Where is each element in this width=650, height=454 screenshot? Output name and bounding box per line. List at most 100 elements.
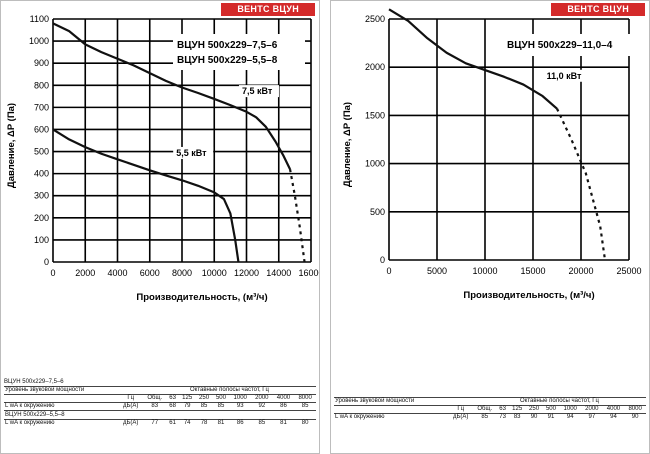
- col-header: 500: [215, 395, 226, 401]
- series-label: 5,5 кВт: [176, 148, 207, 158]
- series-line-dashed: [288, 169, 306, 263]
- table-cell: 93: [236, 403, 244, 409]
- y-tick-label: 500: [34, 147, 49, 157]
- table-cell: 92: [258, 403, 266, 409]
- y-tick-label: 900: [34, 58, 49, 68]
- col-header: 63: [169, 395, 176, 401]
- y-tick-label: 2000: [365, 62, 385, 72]
- y-axis-label: Давление, ΔP (Па): [342, 102, 353, 187]
- col-header: Общ.: [147, 395, 163, 401]
- y-tick-label: 500: [370, 207, 385, 217]
- table-cell: 68: [169, 403, 176, 409]
- y-tick-label: 700: [34, 102, 49, 112]
- table-cell: 86: [280, 403, 287, 409]
- table-cell: 83: [151, 403, 159, 409]
- legend-entry: ВЦУН 500х229–5,5–8: [177, 55, 278, 66]
- y-tick-label: 1100: [30, 14, 49, 24]
- col-header: 63: [499, 406, 506, 412]
- x-tick-label: 12000: [234, 268, 259, 278]
- table-cell: 85: [301, 403, 309, 409]
- y-tick-label: 800: [34, 80, 49, 90]
- table-cell: 81: [217, 420, 225, 426]
- x-tick-label: 20000: [568, 266, 593, 276]
- table-cell: 91: [547, 414, 555, 420]
- table-h2: Октавные полосы частот, Гц: [519, 398, 599, 404]
- table-cell: 85: [481, 414, 489, 420]
- col-header: 8000: [628, 406, 642, 412]
- legend-background: [173, 34, 305, 70]
- unit: дБ(А): [452, 414, 469, 420]
- table-cell: 78: [200, 420, 208, 426]
- x-tick-label: 4000: [107, 268, 127, 278]
- row-label: L wA к окружению: [335, 414, 385, 420]
- series-label-background: [543, 69, 584, 82]
- y-tick-label: 2500: [365, 14, 385, 24]
- col-header: 125: [512, 406, 523, 412]
- table-cell: 90: [530, 414, 538, 420]
- table-title: ВЦУН 500х229–7,5–6: [4, 379, 64, 385]
- legend-background: [503, 34, 635, 56]
- series-label-background: [238, 85, 279, 98]
- x-axis-label: Производительность, (м³/ч): [136, 292, 267, 303]
- col-header: 125: [182, 395, 193, 401]
- col-header: 250: [529, 406, 540, 412]
- table-cell: 81: [280, 420, 287, 426]
- sound-table-right: Уровень звуковой мощности Октавные полос…: [334, 397, 646, 421]
- col-header: 8000: [298, 395, 312, 401]
- x-axis-label: Производительность, (м³/ч): [463, 290, 594, 301]
- chart-panel-left: ВЕНТС ВЦУН 0 100 200 300 400 500 600 700 800 900 1…: [0, 0, 320, 454]
- y-tick-label: 1500: [365, 110, 385, 120]
- col-header: 250: [199, 395, 210, 401]
- brand-badge: ВЕНТС ВЦУН: [551, 3, 645, 16]
- col-header: 2000: [255, 395, 269, 401]
- table-cell: 85: [200, 403, 208, 409]
- legend-entry: ВЦУН 500х229–11,0–4: [507, 40, 613, 51]
- row-label: L wA к окружению: [5, 420, 55, 426]
- series-label-background: [173, 146, 214, 159]
- table-cell: 74: [183, 420, 191, 426]
- table-h2: Октавные полосы частот, Гц: [189, 387, 269, 393]
- x-tick-label: 6000: [140, 268, 160, 278]
- row-label: L wA к окружению: [5, 403, 55, 409]
- table-cell: 86: [236, 420, 244, 426]
- table-cell: 94: [566, 414, 574, 420]
- table-h3: Гц: [457, 406, 465, 412]
- x-tick-label: 10000: [472, 266, 497, 276]
- y-tick-label: 300: [34, 191, 49, 201]
- unit: дБ(А): [122, 403, 139, 409]
- table-cell: 85: [258, 420, 266, 426]
- y-tick-label: 200: [34, 213, 49, 223]
- col-header: Общ.: [477, 406, 493, 412]
- x-tick-label: 10000: [202, 268, 227, 278]
- x-tick-label: 5000: [427, 266, 447, 276]
- y-tick-label: 600: [34, 124, 49, 134]
- table-cell: 85: [217, 403, 225, 409]
- series-label: 11,0 кВт: [547, 71, 582, 81]
- table-cell: 73: [499, 414, 506, 420]
- table-h3: Гц: [127, 395, 135, 401]
- series-line-dashed: [556, 108, 607, 261]
- col-header: 500: [545, 406, 556, 412]
- table-cell: 79: [183, 403, 191, 409]
- table-h1: Уровень звуковой мощности: [5, 387, 85, 393]
- x-tick-label: 16000: [298, 268, 319, 278]
- table-cell: 83: [513, 414, 521, 420]
- col-header: 4000: [606, 406, 621, 412]
- table-cell: 80: [301, 420, 309, 426]
- y-tick-label: 1000: [29, 36, 49, 46]
- col-header: 1000: [233, 395, 247, 401]
- x-tick-label: 2000: [75, 268, 95, 278]
- y-tick-label: 400: [34, 169, 49, 179]
- y-tick-label: 1000: [365, 159, 385, 169]
- x-tick-label: 0: [50, 268, 55, 278]
- table-cell: 77: [151, 420, 159, 426]
- series-line: [52, 128, 240, 263]
- series-line: [52, 22, 292, 170]
- col-header: 1000: [563, 406, 577, 412]
- x-tick-label: 15000: [520, 266, 545, 276]
- series-line: [388, 8, 558, 110]
- table-cell: 61: [169, 420, 176, 426]
- series-label: 7,5 кВт: [242, 86, 273, 96]
- y-tick-label: 0: [380, 255, 385, 265]
